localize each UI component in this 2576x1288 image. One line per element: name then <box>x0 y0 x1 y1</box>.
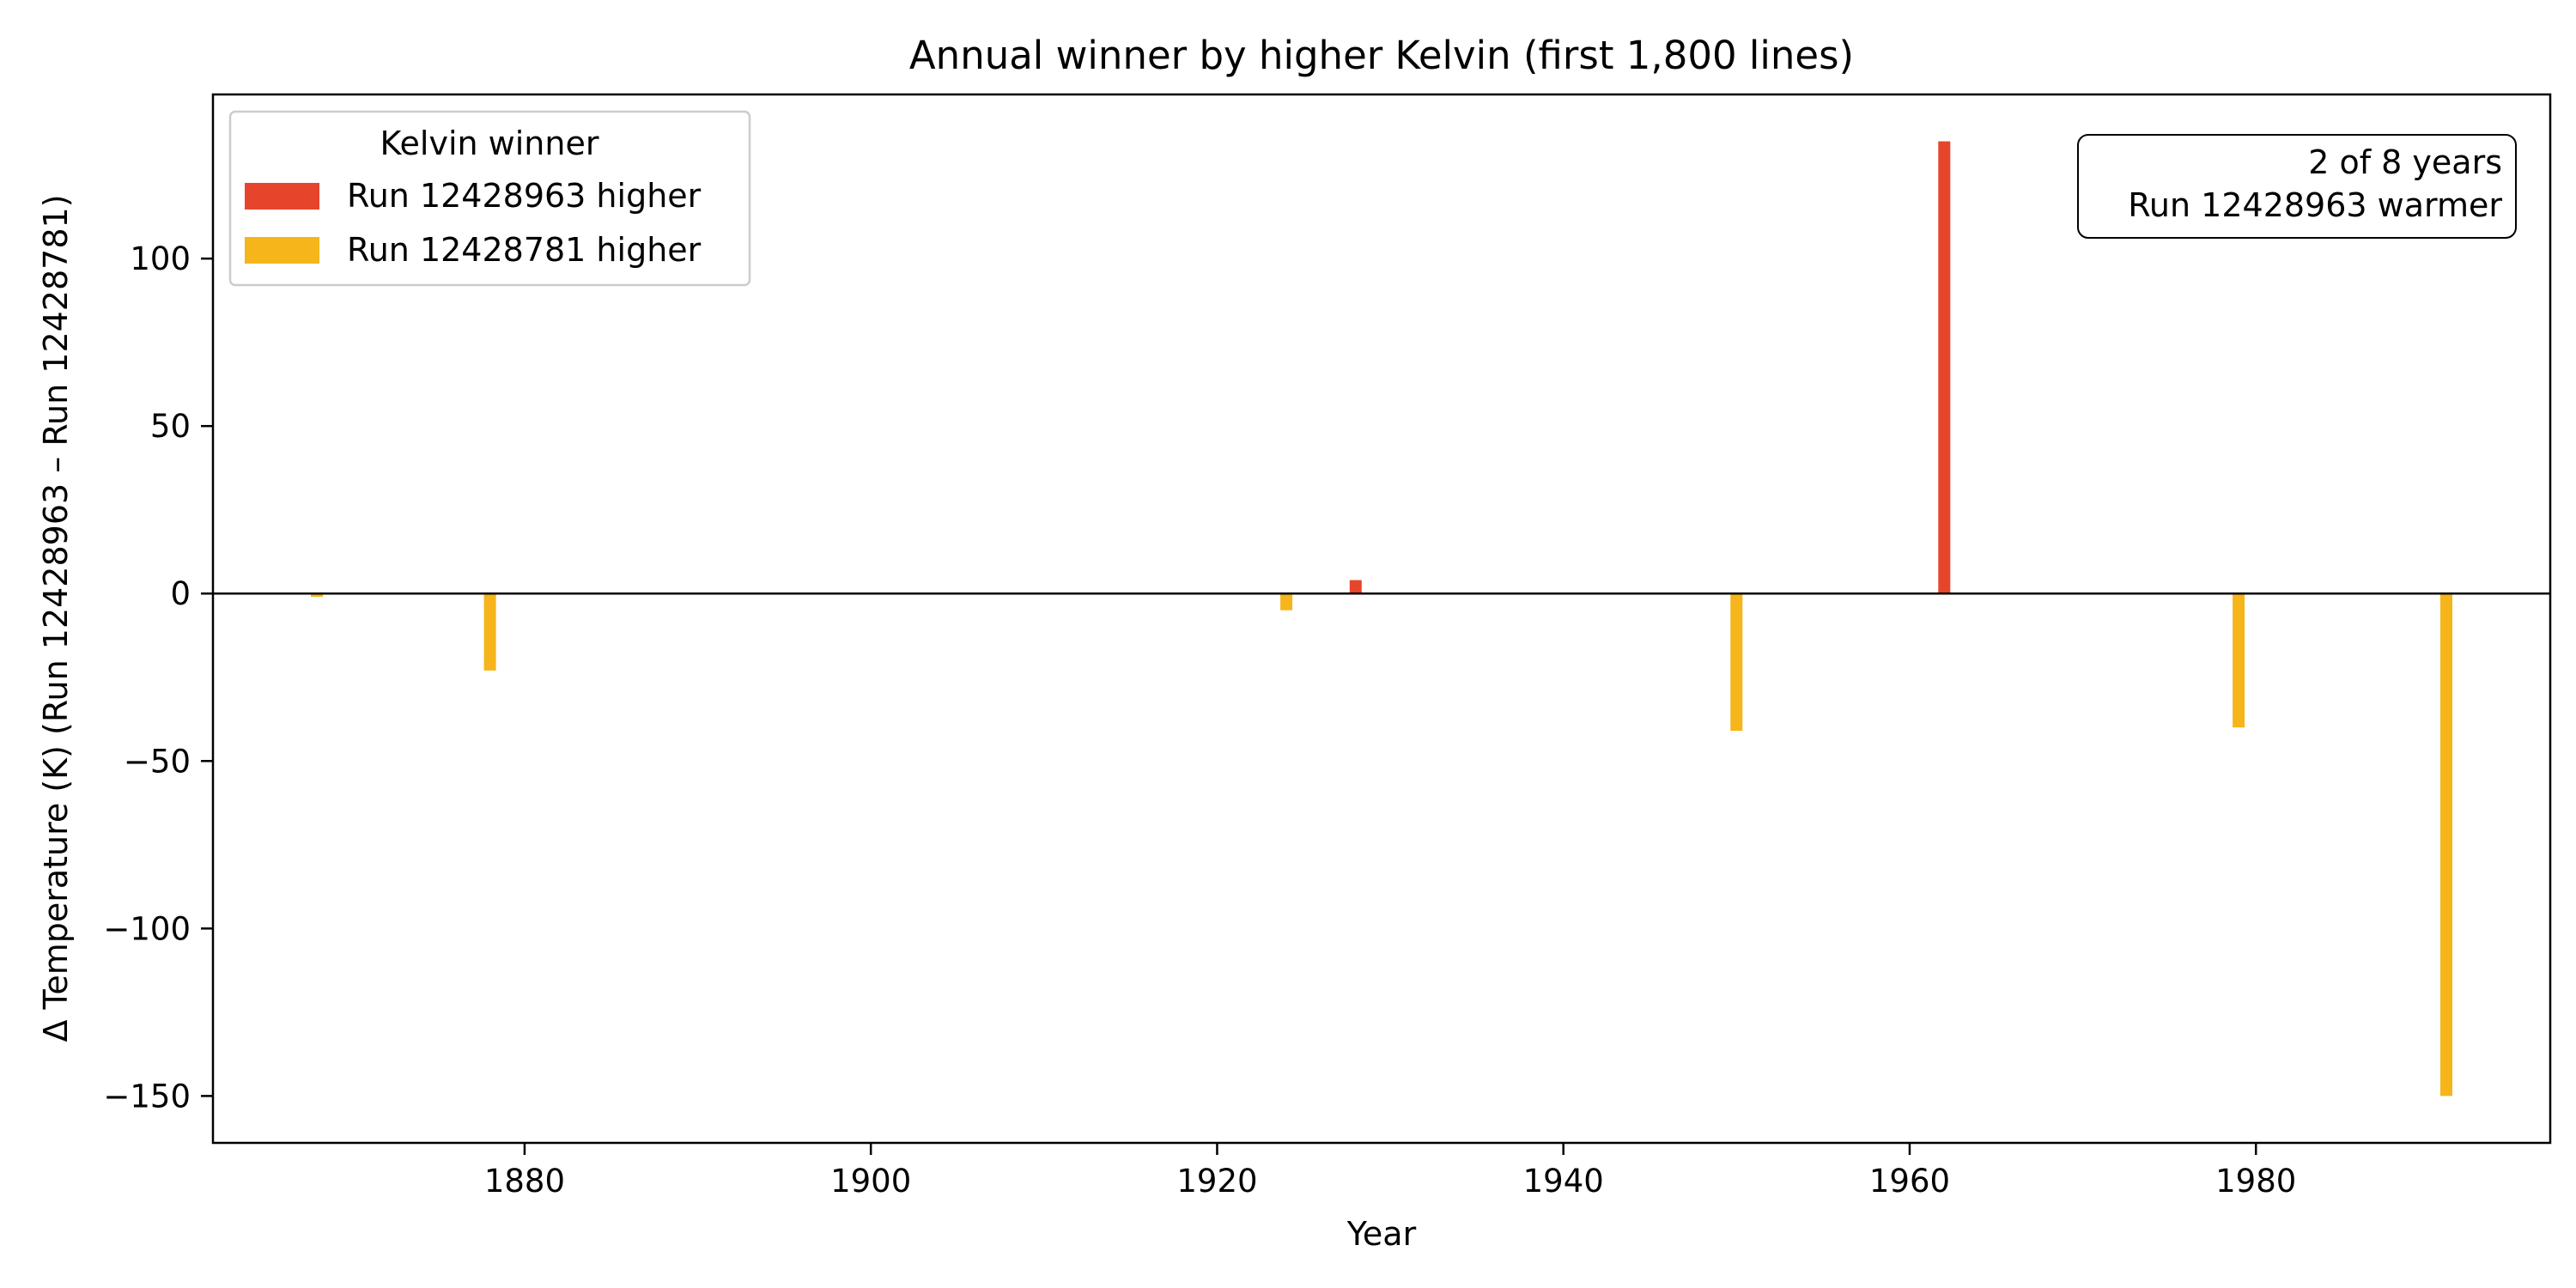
y-axis-label: Δ Temperature (K) (Run 12428963 – Run 12… <box>37 194 75 1042</box>
bars-layer <box>311 141 2452 1097</box>
x-tick-label-1920: 1920 <box>1176 1163 1257 1200</box>
plot-frame <box>211 93 2552 1145</box>
x-tick-label-1900: 1900 <box>830 1163 911 1200</box>
y-tick-label-3: −50 <box>124 743 191 780</box>
legend-label-run-12428963: Run 12428963 higher <box>347 177 702 215</box>
annotation-box: 2 of 8 years Run 12428963 warmer <box>2077 134 2517 239</box>
legend: Kelvin winner Run 12428963 higher Run 12… <box>228 110 751 287</box>
x-tick-label-1880: 1880 <box>484 1163 565 1200</box>
x-tick-label-1940: 1940 <box>1523 1163 1604 1200</box>
x-tick-label-1960: 1960 <box>1869 1163 1950 1200</box>
annotation-line-1: 2 of 8 years <box>2308 143 2502 181</box>
legend-label-run-12428781: Run 12428781 higher <box>347 231 702 269</box>
x-axis: 1880 1900 1920 1940 1960 1980 <box>484 1143 2296 1200</box>
annotation-frame <box>2077 134 2517 239</box>
bar-1878 <box>483 593 496 671</box>
y-tick-label-4: −100 <box>103 910 191 947</box>
legend-swatch-run-12428781 <box>245 237 319 264</box>
legend-swatch-run-12428963 <box>245 183 319 210</box>
y-tick-label-5: −150 <box>103 1078 191 1115</box>
bar-1962 <box>1938 141 1951 594</box>
x-axis-label: Year <box>1346 1215 1417 1253</box>
bar-1924 <box>1280 593 1293 611</box>
bar-1979 <box>2233 593 2245 728</box>
bar-1928 <box>1349 580 1362 594</box>
bar-1868 <box>311 593 323 598</box>
y-tick-label-1: 50 <box>150 408 191 445</box>
annotation-line-2: Run 12428963 warmer <box>2128 186 2502 224</box>
bar-1950 <box>1730 593 1743 732</box>
legend-title: Kelvin winner <box>380 125 599 162</box>
y-axis: 100 50 0 −50 −100 −150 <box>103 240 213 1115</box>
x-tick-label-1980: 1980 <box>2215 1163 2296 1200</box>
bar-1991 <box>2440 593 2452 1097</box>
legend-frame <box>228 110 751 287</box>
y-tick-label-2: 0 <box>170 575 191 612</box>
chart-title: Annual winner by higher Kelvin (first 1,… <box>909 33 1854 78</box>
y-tick-label-0: 100 <box>130 240 191 277</box>
